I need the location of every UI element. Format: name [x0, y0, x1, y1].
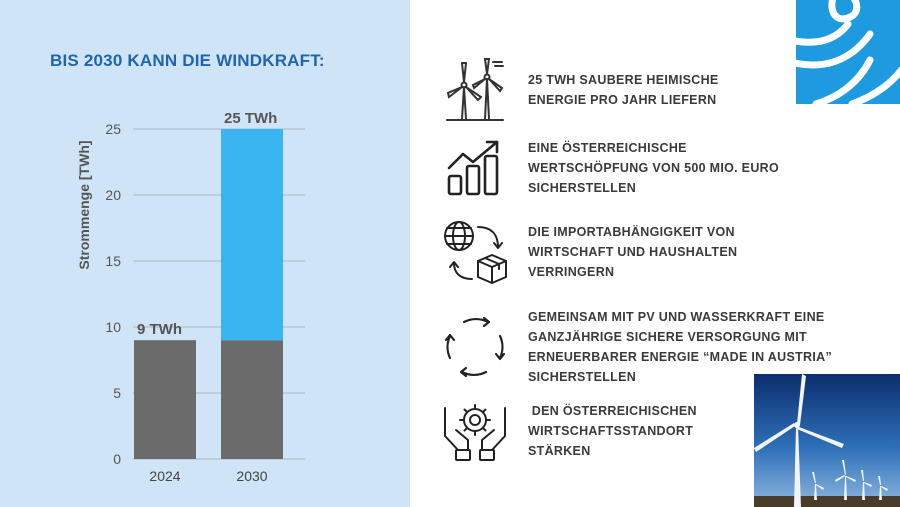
feature-text-supply: GEMEINSAM MIT PV UND WASSERKRAFT EINE GA…: [528, 310, 833, 384]
data-label-2024: 9 TWh: [137, 321, 182, 338]
cycle-arrows-icon: [442, 314, 508, 380]
feature-item-supply: GEMEINSAM MIT PV UND WASSERKRAFT EINE GA…: [442, 307, 832, 387]
hands-gear-icon: [442, 398, 508, 464]
feature-item-import: DIE IMPORTABHÄNGIGKEIT VON WIRTSCHAFT UN…: [442, 219, 737, 285]
wind-turbine-icon: [442, 57, 508, 123]
y-tick-label-5: 5: [113, 385, 121, 401]
globe-box-icon: [442, 219, 508, 285]
y-tick-label-25: 25: [105, 121, 121, 137]
x-tick-label-2030: 2030: [236, 468, 267, 484]
y-axis-label: Strommenge [TWh]: [76, 140, 92, 269]
bar-2030-zuwachs: [221, 129, 283, 341]
bar-2030-bestand: [221, 340, 283, 459]
growth-chart-icon: [442, 135, 508, 201]
y-tick-label-20: 20: [105, 187, 121, 203]
bar-chart: 0 5 10 15 20 25 2024 9 TWh 2030 25 TWh Strommenge …: [76, 110, 305, 484]
headline: BIS 2030 KANN DIE WINDKRAFT:: [50, 51, 325, 70]
y-tick-label-15: 15: [105, 253, 121, 269]
feature-text-import: DIE IMPORTABHÄNGIGKEIT VON WIRTSCHAFT UN…: [528, 225, 738, 279]
feature-text-energy: 25 TWH SAUBERE HEIMISCHE ENERGIE PRO JAH…: [528, 73, 719, 107]
y-tick-label-10: 10: [105, 319, 121, 335]
wind-farm-photo: [754, 374, 900, 507]
chart-panel: BIS 2030 KANN DIE WINDKRAFT: 0 5 10 15 20 25 2…: [0, 0, 410, 507]
feature-item-value-creation: EINE ÖSTERREICHISCHE WERTSCHÖPFUNG VON 5…: [442, 135, 779, 201]
feature-text-value-creation: EINE ÖSTERREICHISCHE WERTSCHÖPFUNG VON 5…: [528, 141, 779, 195]
feature-item-energy: 25 TWH SAUBERE HEIMISCHE ENERGIE PRO JAH…: [442, 57, 719, 123]
x-tick-label-2024: 2024: [149, 468, 180, 484]
feature-text-location: DEN ÖSTERREICHISCHEN WIRTSCHAFTSSTANDORT…: [528, 404, 697, 458]
logo: [796, 0, 900, 104]
y-tick-label-0: 0: [113, 451, 121, 467]
data-label-2030: 25 TWh: [224, 110, 277, 127]
feature-item-location: DEN ÖSTERREICHISCHEN WIRTSCHAFTSSTANDORT…: [442, 398, 697, 464]
bar-2024-bestand: [134, 340, 196, 459]
